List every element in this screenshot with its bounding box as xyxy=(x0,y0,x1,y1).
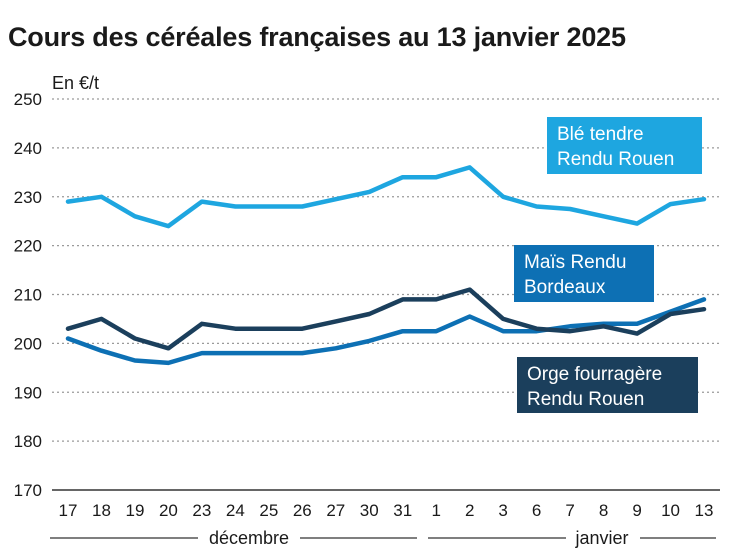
series-label-line-2-0: Orge fourragère xyxy=(527,364,662,385)
x-tick-19: 13 xyxy=(695,501,714,520)
x-tick-labels: 17 18 19 20 23 24 25 26 27 30 31 1 2 3 6 7 8 9 10 13 xyxy=(59,501,714,520)
x-tick-4: 23 xyxy=(192,501,211,520)
y-tick-labels: 170 180 190 200 210 220 230 240 250 xyxy=(14,90,42,500)
x-tick-7: 26 xyxy=(293,501,312,520)
x-tick-15: 7 xyxy=(565,501,574,520)
y-axis-unit-label: En €/t xyxy=(52,73,99,93)
x-tick-11: 1 xyxy=(431,501,440,520)
series-label-box-2 xyxy=(517,357,698,413)
x-tick-5: 24 xyxy=(226,501,245,520)
y-tick-250: 250 xyxy=(14,90,42,109)
series-labels: Blé tendre Rendu Rouen Maïs Rendu Bordeaux O… xyxy=(514,117,702,413)
x-tick-0: 17 xyxy=(59,501,78,520)
y-tick-170: 170 xyxy=(14,481,42,500)
x-tick-6: 25 xyxy=(259,501,278,520)
y-tick-230: 230 xyxy=(14,188,42,207)
y-tick-180: 180 xyxy=(14,432,42,451)
x-tick-1: 18 xyxy=(92,501,111,520)
series-label-line-0-1: Rendu Rouen xyxy=(557,149,674,170)
month-groups: décembre janvier xyxy=(50,528,716,548)
chart-title: Cours des céréales françaises au 13 janv… xyxy=(8,22,626,52)
series-lines xyxy=(65,165,707,366)
y-tick-190: 190 xyxy=(14,383,42,402)
x-tick-9: 30 xyxy=(360,501,379,520)
y-tick-200: 200 xyxy=(14,334,42,353)
series-line-1 xyxy=(65,297,707,366)
x-tick-13: 3 xyxy=(498,501,507,520)
y-tick-240: 240 xyxy=(14,139,42,158)
x-tick-18: 10 xyxy=(661,501,680,520)
x-tick-10: 31 xyxy=(393,501,412,520)
y-tick-210: 210 xyxy=(14,286,42,305)
series-line-2 xyxy=(65,287,707,351)
x-tick-17: 9 xyxy=(632,501,641,520)
series-line-0 xyxy=(65,165,707,229)
x-tick-3: 20 xyxy=(159,501,178,520)
x-tick-14: 6 xyxy=(532,501,541,520)
group-label-1: janvier xyxy=(574,528,628,548)
series-label-line-1-1: Bordeaux xyxy=(524,277,606,298)
x-tick-2: 19 xyxy=(125,501,144,520)
x-tick-16: 8 xyxy=(599,501,608,520)
x-tick-12: 2 xyxy=(465,501,474,520)
series-label-box-1 xyxy=(514,245,654,302)
group-label-0: décembre xyxy=(209,528,289,548)
x-tick-8: 27 xyxy=(326,501,345,520)
y-tick-220: 220 xyxy=(14,237,42,256)
series-label-line-1-0: Maïs Rendu xyxy=(524,252,626,273)
series-label-box-0 xyxy=(547,117,702,174)
series-label-line-2-1: Rendu Rouen xyxy=(527,389,644,410)
series-label-line-0-0: Blé tendre xyxy=(557,124,644,145)
